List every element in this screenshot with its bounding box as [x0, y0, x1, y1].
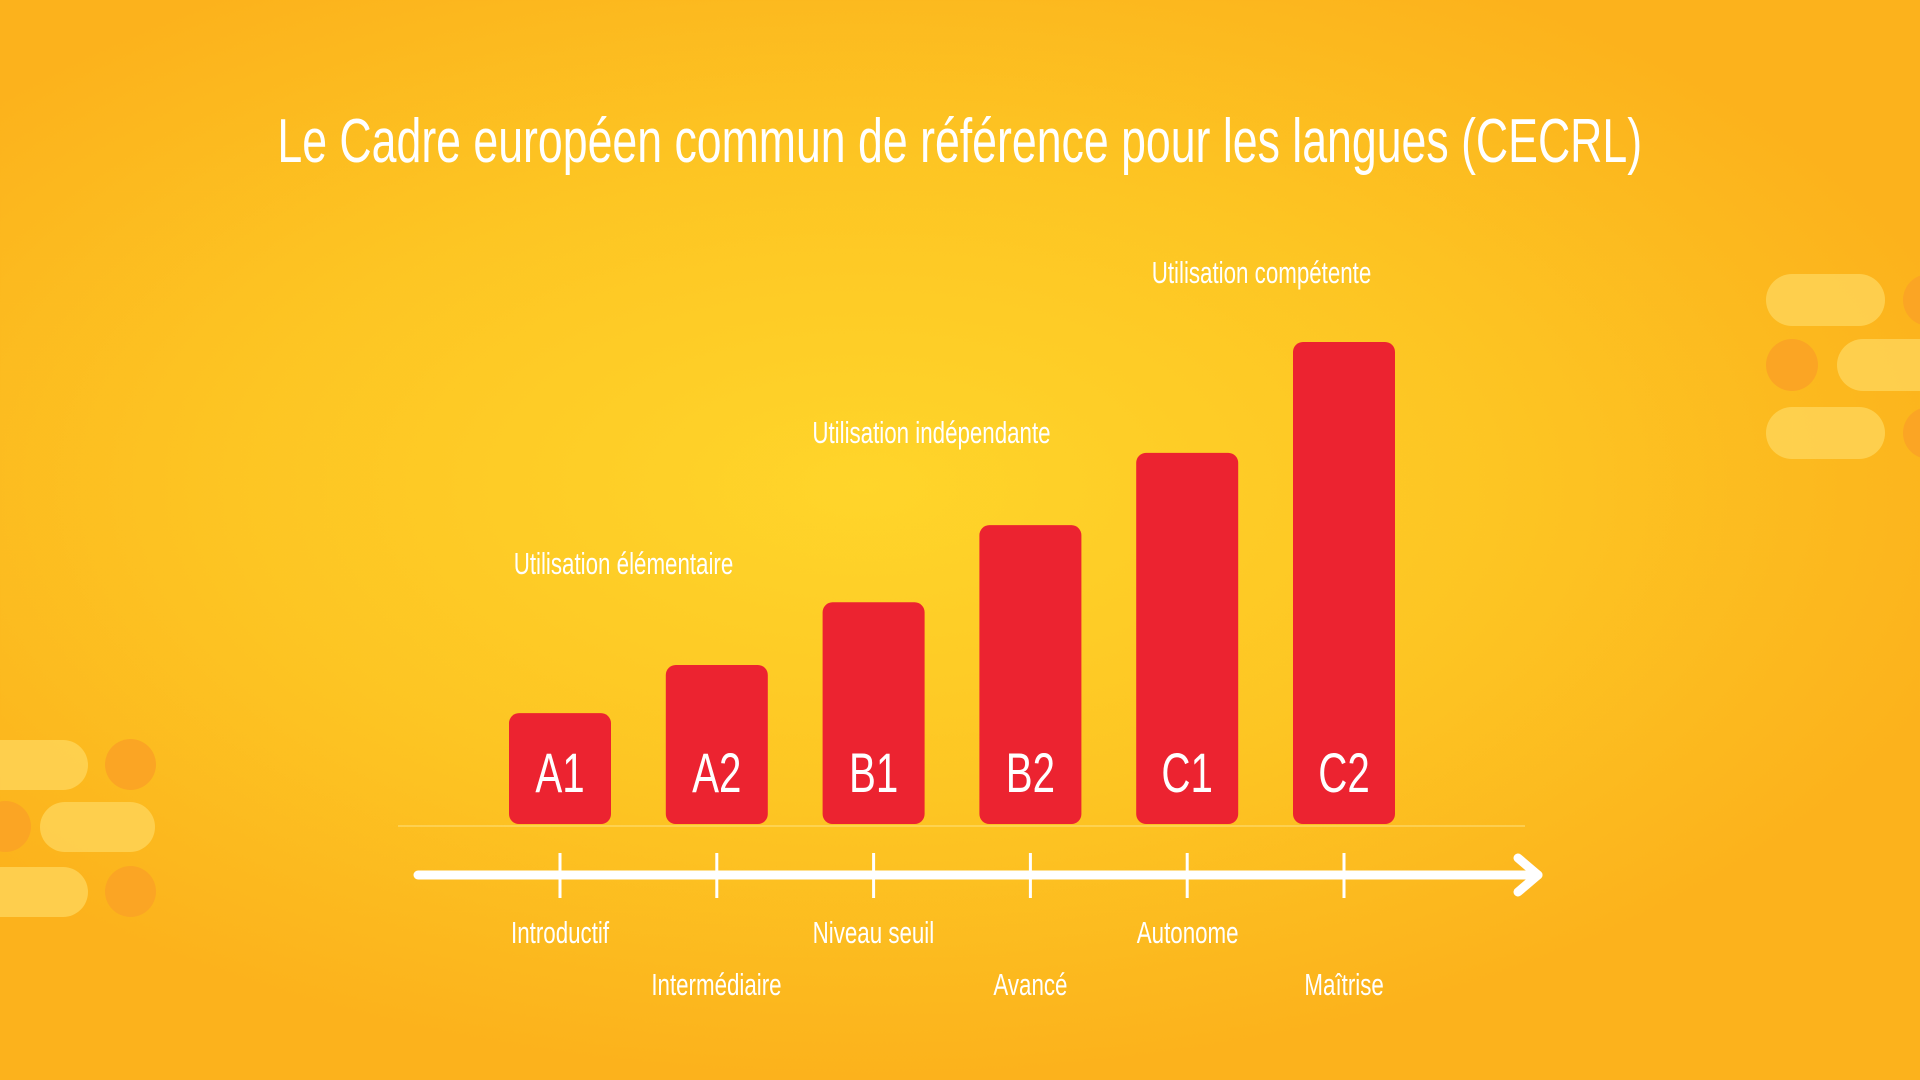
- decor-pill: [40, 802, 155, 852]
- axis-arrow-icon: [1513, 853, 1543, 897]
- bar-label-b1: B1: [849, 743, 898, 805]
- level-name-c1: Autonome: [1136, 915, 1239, 950]
- decor-dot: [105, 866, 156, 917]
- level-name-a2: Intermédiaire: [651, 967, 782, 1002]
- bar-c1: [1136, 452, 1239, 824]
- level-name-b2: Avancé: [993, 967, 1068, 1002]
- level-name-b1: Niveau seuil: [812, 915, 935, 950]
- page-title: Le Cadre européen commun de référence po…: [277, 107, 1643, 176]
- decor-dot: [1903, 274, 1920, 326]
- decor-dot: [105, 739, 156, 790]
- level-name-c2: Maîtrise: [1304, 967, 1384, 1002]
- bar-label-c2: C2: [1318, 743, 1370, 805]
- bar-label-a2: A2: [692, 743, 741, 805]
- bar-b1: [822, 602, 925, 824]
- decor-pill: [0, 867, 88, 917]
- decor-pill: [1766, 274, 1885, 326]
- bar-c2: [1293, 342, 1395, 824]
- decor-dot: [1903, 407, 1920, 459]
- decor-pill: [1837, 339, 1920, 391]
- group-label-independante: Utilisation indépendante: [811, 415, 1051, 450]
- decor-pill: [1766, 407, 1885, 459]
- group-label-elementaire: Utilisation élémentaire: [513, 546, 733, 581]
- bar-a2: [665, 664, 768, 824]
- bar-label-c1: C1: [1161, 743, 1213, 805]
- group-label-competente: Utilisation compétente: [1151, 255, 1371, 290]
- bar-a1: [509, 713, 611, 824]
- bar-label-b2: B2: [1006, 743, 1055, 805]
- level-name-a1: Introductif: [510, 915, 610, 950]
- bar-b2: [979, 525, 1082, 824]
- decor-pill: [0, 740, 88, 790]
- bar-label-a1: A1: [535, 743, 584, 805]
- decor-dot: [1766, 339, 1818, 391]
